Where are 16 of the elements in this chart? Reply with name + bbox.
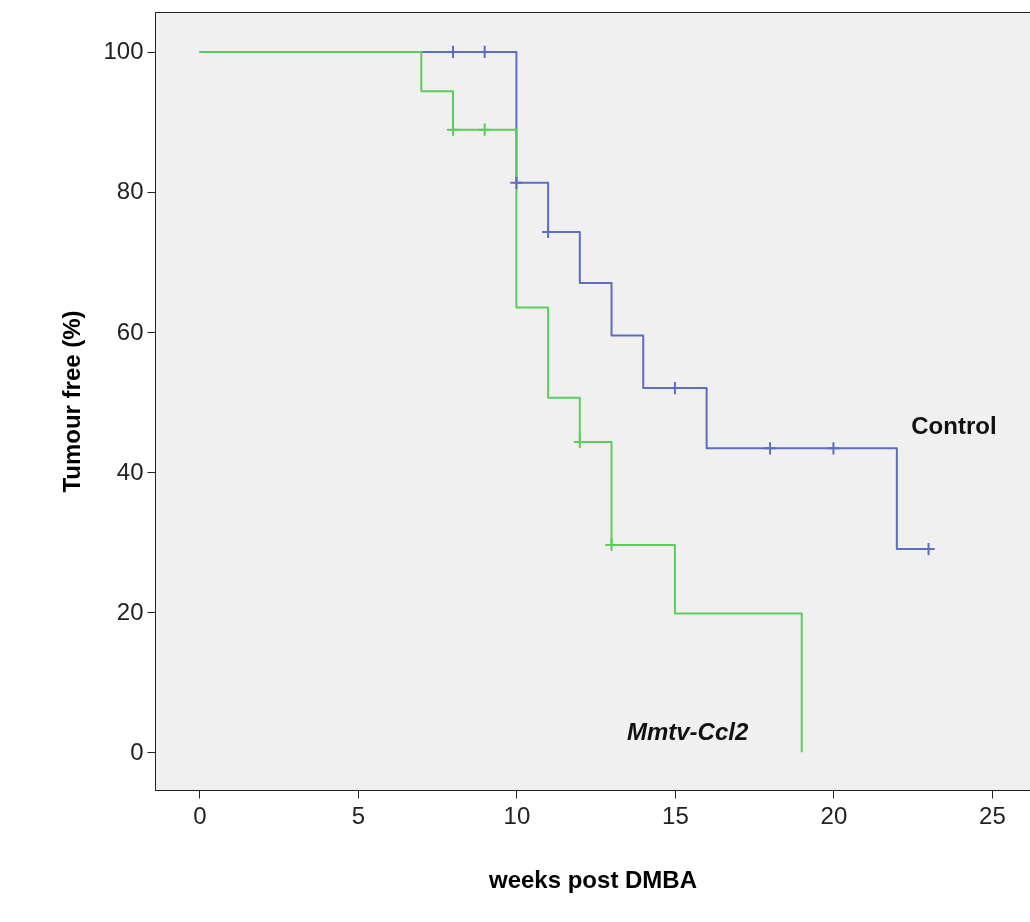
x-tick-label: 25 [979, 801, 1006, 829]
y-tick-label: 80 [116, 177, 144, 205]
y-tick-label: 0 [130, 737, 144, 765]
x-tick-label: 20 [820, 801, 848, 829]
x-axis-title: weeks post DMBA [487, 865, 698, 893]
y-tick-label: 40 [116, 457, 144, 485]
y-tick-label: 60 [116, 317, 144, 345]
x-tick-label: 5 [351, 801, 366, 829]
series-label: Control [911, 412, 997, 440]
text: Mmtv-Ccl2 [626, 718, 749, 746]
y-axis-title: Tumour free (%) [58, 310, 86, 493]
y-tick-label: 20 [116, 597, 144, 625]
y-tick-label: 100 [103, 37, 144, 65]
x-tick-label: 0 [193, 801, 207, 829]
x-tick-label: 15 [662, 801, 689, 829]
x-tick-label: 10 [503, 801, 531, 829]
